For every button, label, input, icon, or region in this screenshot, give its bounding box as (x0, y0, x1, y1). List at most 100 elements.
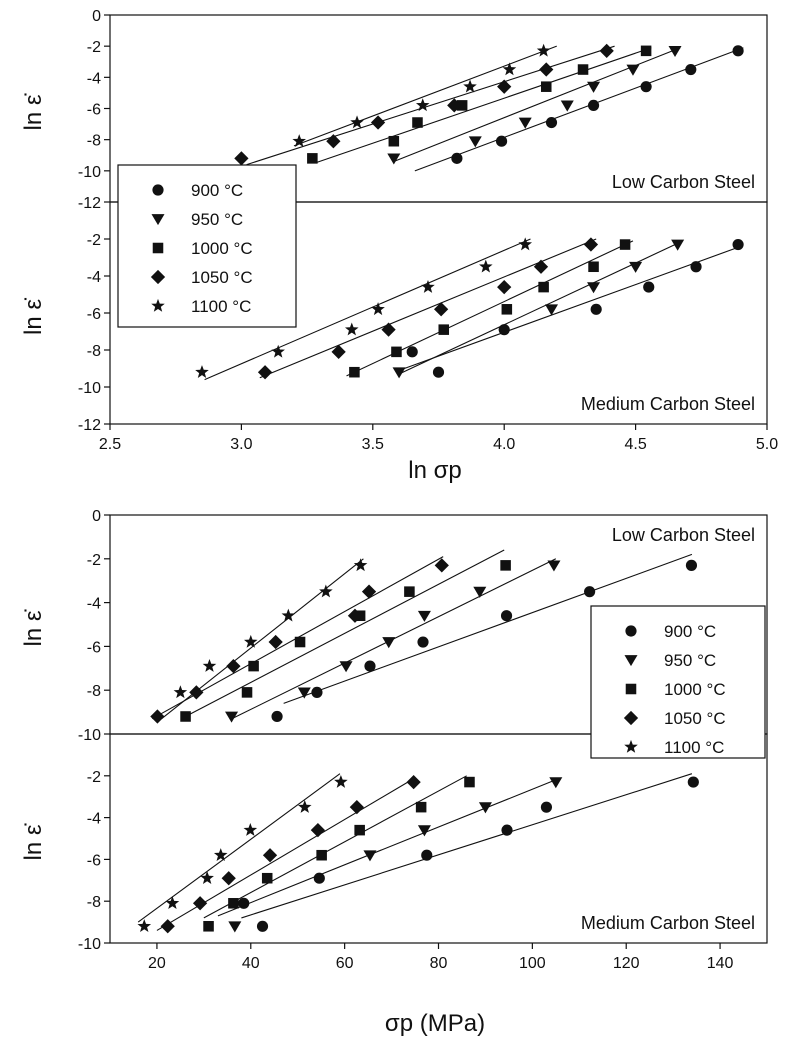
data-point-star (353, 558, 368, 572)
y-tick-label: -4 (87, 70, 101, 87)
data-point-diamond (234, 151, 249, 166)
data-point-circle (685, 559, 698, 571)
data-point-star (200, 871, 214, 884)
x-tick-label: 80 (430, 955, 448, 972)
data-point-diamond (326, 134, 341, 149)
series-square (307, 45, 652, 164)
panel-label: Medium Carbon Steel (581, 913, 755, 933)
data-point-square (241, 687, 253, 698)
data-point-star (319, 584, 333, 598)
legend-label: 1100 °C (664, 738, 724, 757)
data-point-square (577, 64, 589, 75)
data-point-triangle-down (629, 261, 643, 273)
data-point-star (344, 322, 359, 336)
data-point-triangle-down (671, 239, 685, 251)
data-point-square (248, 660, 259, 672)
x-tick-label: 40 (242, 955, 260, 972)
chart-panel-4: -2 -4 -6 -8 -10 20 40 60 80 100 120 140 ln ε̇ Medium … (20, 733, 768, 972)
fit-line (241, 773, 693, 919)
data-point-star (536, 43, 551, 57)
series-diamond (234, 43, 615, 166)
data-point-diamond (497, 279, 512, 295)
y-tick-label: 0 (92, 508, 101, 525)
data-point-square (404, 586, 415, 597)
fit-line (156, 777, 416, 931)
data-point-triangle-down (587, 81, 601, 93)
fit-line (246, 45, 615, 166)
y-tick-label: -4 (87, 269, 101, 286)
data-point-square (203, 921, 214, 932)
data-point-triangle-down (473, 586, 487, 598)
data-point-triangle-down (382, 637, 396, 649)
data-point-star (281, 608, 296, 622)
data-point-star (165, 896, 180, 910)
data-point-square (180, 711, 191, 722)
data-point-triangle-down (417, 825, 431, 837)
panel-label: Low Carbon Steel (612, 525, 755, 545)
data-point-square (354, 824, 365, 836)
data-point-circle (495, 135, 508, 147)
data-point-diamond (257, 365, 273, 380)
data-point-diamond (406, 774, 421, 790)
data-point-square (640, 45, 652, 57)
data-point-circle (406, 346, 418, 358)
data-point-triangle-down (387, 153, 401, 165)
data-point-star (292, 134, 306, 147)
x-tick-label: 4.5 (624, 436, 646, 453)
data-point-star (137, 919, 152, 933)
legend-box (117, 164, 297, 328)
data-point-square (538, 281, 549, 293)
data-point-star (244, 634, 258, 648)
y-tick-label: -10 (78, 727, 101, 744)
data-point-star (415, 98, 430, 112)
data-point-star (518, 237, 533, 251)
y-axis-title: ln ε̇ (20, 822, 47, 860)
legend-marker-circle (625, 625, 637, 637)
data-point-circle (498, 324, 510, 336)
data-point-circle (687, 776, 699, 788)
fit-line (189, 549, 505, 715)
fit-line (161, 558, 364, 720)
data-point-square (261, 872, 273, 884)
data-point-diamond (150, 709, 165, 724)
y-tick-label: -8 (87, 343, 101, 360)
series-diamond (150, 556, 449, 724)
y-axis-title: ln ε̇ (20, 92, 47, 130)
legend-marker-triangle-down (624, 655, 638, 667)
data-point-star (195, 365, 209, 378)
data-point-diamond (160, 919, 175, 934)
data-point-circle (732, 238, 744, 251)
series-triangle-down (217, 777, 563, 933)
data-point-circle (584, 586, 596, 598)
data-point-circle (587, 99, 600, 111)
legend-marker-diamond (150, 269, 166, 285)
y-tick-label: -6 (87, 639, 101, 656)
legend-marker-diamond (623, 710, 639, 726)
data-point-circle (690, 261, 702, 273)
fit-line (293, 45, 557, 147)
fit-line (204, 238, 531, 381)
data-point-diamond (310, 823, 326, 838)
data-point-square (501, 304, 513, 315)
series-star (195, 237, 533, 381)
y-tick-label: -12 (78, 417, 101, 434)
legend-label: 950 °C (191, 210, 243, 229)
data-point-star (243, 823, 258, 836)
legend-marker-square (152, 242, 164, 254)
data-point-triangle-down (297, 687, 311, 699)
data-point-square (619, 239, 631, 250)
series-triangle-down (392, 239, 685, 379)
series-triangle-down (225, 558, 561, 723)
data-point-star (202, 658, 217, 672)
data-point-diamond (539, 62, 554, 77)
data-point-diamond (599, 43, 614, 58)
x-tick-label: 140 (707, 955, 734, 972)
legend-marker-triangle-down (151, 214, 165, 226)
legend-box (590, 605, 766, 759)
data-point-circle (643, 281, 655, 293)
x-tick-label: 60 (336, 955, 354, 972)
panel-label: Low Carbon Steel (612, 172, 755, 192)
data-point-square (349, 366, 360, 378)
legend-bottom: 900 °C 950 °C 1000 °C 1050 °C 1100 °C (590, 605, 766, 759)
data-point-diamond (583, 237, 599, 252)
